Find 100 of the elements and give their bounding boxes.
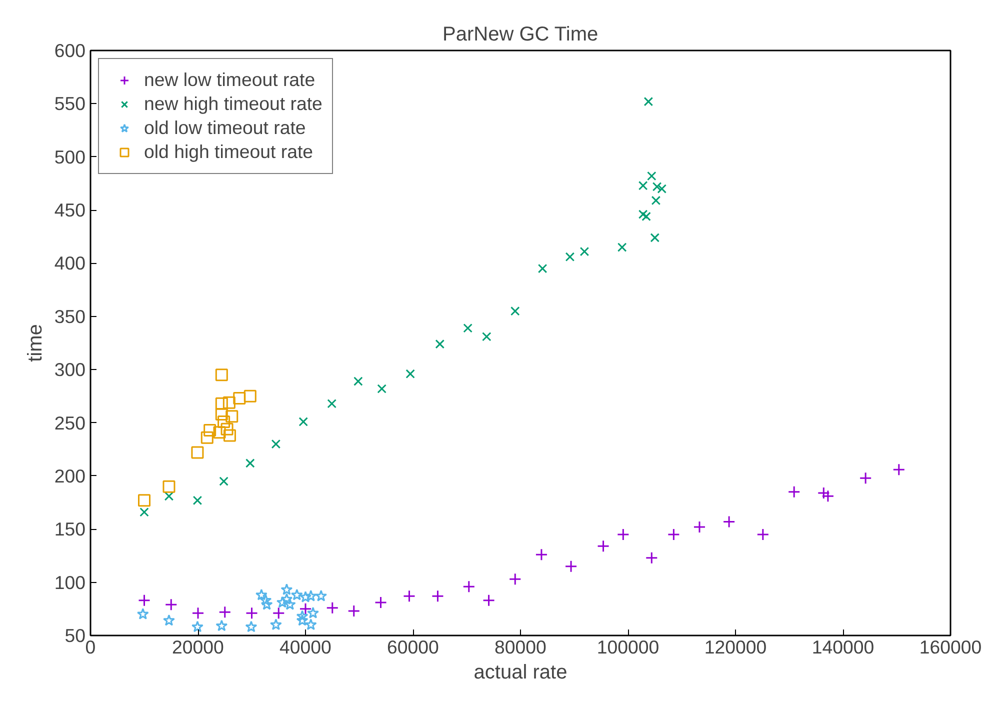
point (644, 96, 654, 106)
point (580, 246, 590, 256)
point (616, 528, 630, 541)
y-tick-label: 100 (54, 572, 86, 593)
point (435, 339, 445, 349)
y-tick-label: 350 (54, 306, 86, 327)
point (215, 397, 228, 410)
point (271, 439, 281, 449)
point (255, 588, 268, 600)
point (164, 598, 178, 611)
y-tick-label: 500 (54, 146, 86, 168)
point (307, 606, 320, 618)
x-tick-label: 100000 (596, 636, 660, 658)
point (508, 572, 522, 586)
x-tick-label: 20000 (172, 636, 224, 658)
y-tick-label: 200 (54, 465, 86, 486)
point (304, 618, 317, 630)
point (245, 620, 258, 632)
point (510, 306, 520, 316)
point (222, 396, 236, 409)
point (260, 598, 273, 610)
y-tick-label: 300 (54, 359, 86, 380)
x-tick-label: 160000 (919, 636, 982, 658)
point (693, 520, 706, 534)
point (667, 528, 680, 541)
point (482, 594, 496, 607)
point (647, 171, 656, 181)
x-tick-label: 40000 (280, 636, 332, 658)
point (215, 408, 228, 421)
point (652, 182, 662, 192)
y-axis-title: time (24, 324, 46, 362)
point (315, 590, 328, 602)
point (892, 463, 906, 476)
point (638, 210, 648, 219)
point (200, 431, 214, 444)
chart-title: ParNew GC Time (442, 24, 598, 46)
point (482, 332, 492, 342)
point (246, 458, 255, 468)
y-tick-label: 250 (54, 412, 86, 434)
point (226, 410, 238, 423)
point (215, 368, 228, 382)
point (223, 429, 236, 442)
point (348, 604, 360, 618)
x-tick-label: 120000 (704, 636, 767, 658)
point (192, 606, 204, 620)
legend-label: old low timeout rate (144, 117, 306, 139)
x-tick-label: 60000 (387, 636, 439, 658)
point (402, 590, 416, 602)
point (192, 496, 202, 506)
point (564, 560, 578, 573)
point (220, 422, 234, 436)
point (535, 548, 548, 561)
point (300, 590, 312, 602)
point (597, 540, 610, 552)
point (859, 472, 872, 484)
point (244, 390, 256, 402)
point (374, 596, 387, 609)
point (213, 426, 226, 439)
point (565, 252, 575, 262)
point (788, 486, 800, 498)
point (462, 580, 476, 593)
legend-label: new high timeout rate (144, 93, 322, 115)
point (138, 594, 150, 607)
x-tick-label: 0 (85, 636, 96, 658)
point (270, 618, 282, 630)
y-tick-label: 600 (54, 40, 86, 61)
point (162, 480, 176, 493)
point (216, 620, 228, 632)
y-tick-label: 550 (54, 93, 86, 114)
point (284, 598, 296, 610)
point (822, 490, 834, 502)
point (642, 212, 651, 222)
point (162, 614, 175, 626)
point (722, 515, 736, 528)
x-tick-label: 80000 (494, 636, 546, 658)
x-axis-title: actual rate (474, 662, 568, 684)
point (299, 602, 312, 616)
point (377, 384, 386, 394)
point (138, 494, 150, 507)
point (164, 492, 174, 501)
point (463, 323, 472, 333)
point (218, 415, 230, 428)
point (756, 528, 770, 541)
point (657, 184, 666, 194)
point (280, 584, 293, 595)
point (218, 606, 232, 618)
point (296, 614, 308, 626)
y-tick-label: 450 (54, 200, 86, 221)
point (431, 590, 444, 602)
y-tick-label: 50 (64, 625, 86, 646)
point (204, 424, 216, 436)
point (191, 446, 204, 459)
point (638, 180, 648, 190)
point (233, 392, 246, 405)
point (326, 602, 339, 614)
point (276, 596, 288, 608)
y-tick-label: 150 (54, 518, 86, 540)
legend-label: new low timeout rate (144, 69, 316, 91)
point (645, 552, 658, 564)
x-tick-label: 140000 (812, 636, 874, 658)
